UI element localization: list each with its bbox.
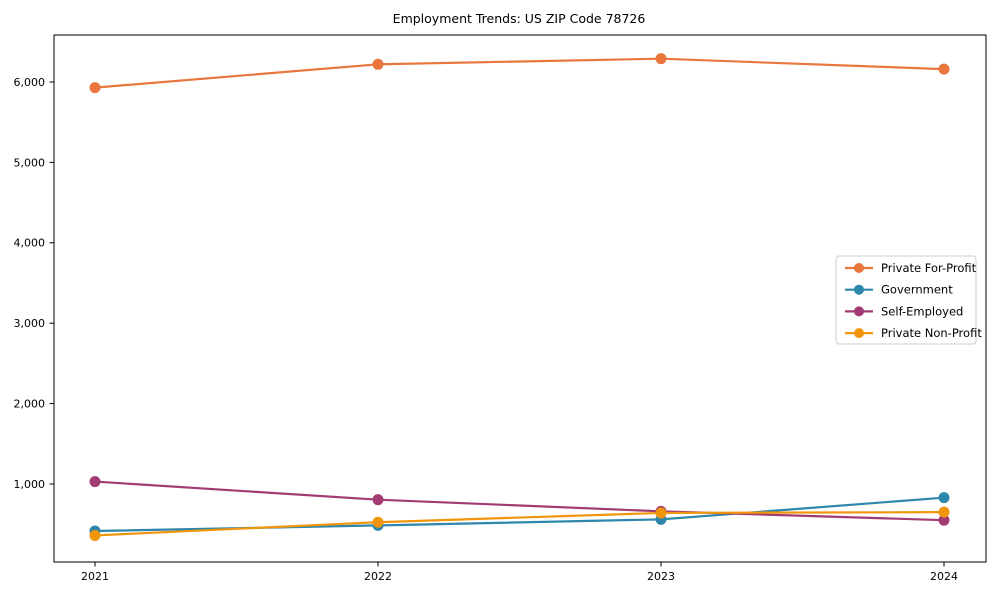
y-tick-label: 5,000 [14,156,46,169]
x-tick-label: 2023 [647,570,675,583]
data-point-government [938,492,950,504]
x-tick-label: 2022 [364,570,392,583]
series-line-private-for-profit [93,57,946,89]
series-line-self-employed [93,480,946,522]
legend-box [835,255,977,345]
data-point-private-for-profit [938,63,950,75]
data-point-private-for-profit [89,82,101,94]
y-tick-label: 6,000 [14,76,46,89]
legend-label-government: Government [881,283,953,297]
legend-label-private-for-profit: Private For-Profit [881,261,977,275]
data-point-self-employed [938,514,950,526]
legend-swatch-marker-self-employed [854,306,864,317]
plot-frame [53,34,987,563]
series-line-government [93,496,946,533]
data-point-private-for-profit [655,53,667,65]
chart-title: Employment Trends: US ZIP Code 78726 [393,11,646,26]
legend-label-private-non-profit: Private Non-Profit [881,326,982,340]
y-tick-label: 2,000 [14,398,46,411]
series-line-private-non-profit [93,511,946,537]
data-point-private-non-profit [89,529,101,541]
y-tick-label: 1,000 [14,478,46,491]
legend-label-self-employed: Self-Employed [881,304,963,318]
data-point-private-non-profit [938,506,950,518]
data-point-self-employed [89,476,101,488]
y-tick-label: 3,000 [14,317,46,330]
legend-swatch-marker-government [854,284,864,295]
data-point-private-for-profit [372,58,384,70]
legend-swatch-marker-private-non-profit [854,328,864,339]
plot-area: 1,000 2,000 3,000 4,000 5,000 6,000 2021 2022 20… [14,34,987,583]
data-point-private-non-profit [372,516,384,528]
legend-swatch-marker-private-for-profit [854,263,864,273]
y-tick-label: 4,000 [14,237,46,250]
x-tick-label: 2021 [81,570,109,583]
data-point-private-non-profit [655,507,667,519]
data-point-self-employed [372,494,384,506]
x-tick-label: 2024 [930,570,958,583]
legend: Private For-Profit Government Self-Employe… [835,255,982,345]
